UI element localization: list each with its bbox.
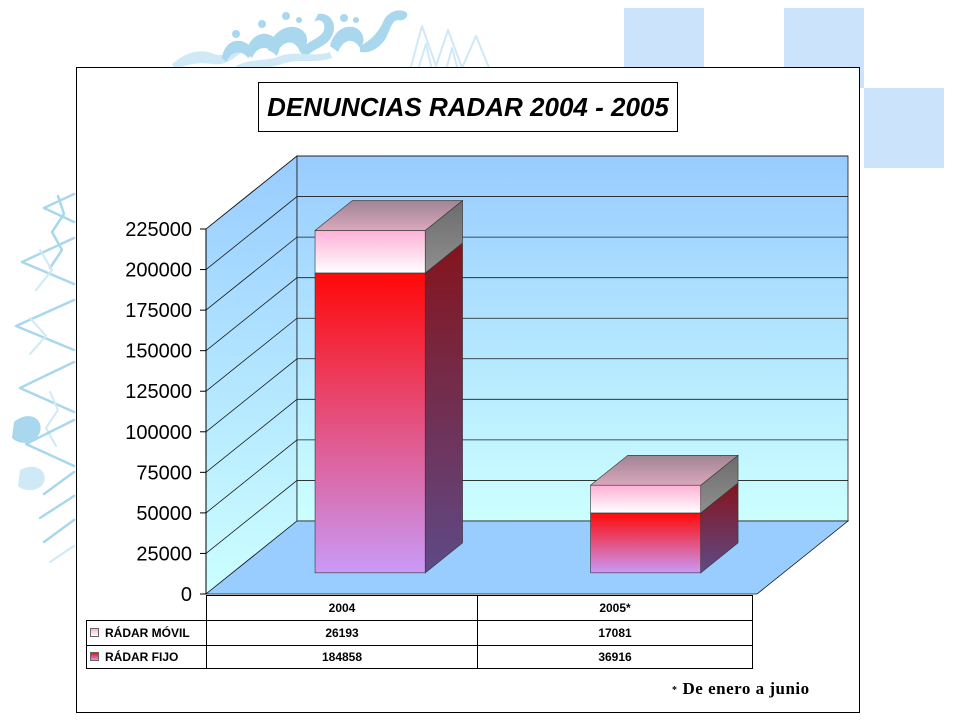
footnote: * De enero a junio xyxy=(672,679,810,699)
side-wall xyxy=(205,155,298,595)
bar-radar-fijo-2004-side xyxy=(424,242,463,574)
chart-title: DENUNCIAS RADAR 2004 - 2005 xyxy=(258,82,678,132)
bar-radar-fijo-2004 xyxy=(314,272,426,574)
gridline xyxy=(205,317,848,392)
series-name: RÁDAR FIJO xyxy=(105,650,179,664)
y-tick-label: 0 xyxy=(181,584,192,606)
gridline xyxy=(205,196,848,270)
data-table-row: RÁDAR FIJO 184858 36916 xyxy=(86,645,753,669)
left-ornament xyxy=(12,192,76,563)
y-tick-label: 200000 xyxy=(125,260,192,282)
gridline xyxy=(205,358,848,433)
legend-key-radar-fijo xyxy=(90,652,99,661)
bar-top-2004 xyxy=(314,200,464,231)
y-tick-label: 100000 xyxy=(125,422,192,444)
top-ornament xyxy=(172,10,408,72)
category-label: 2004 xyxy=(206,595,478,621)
gridline xyxy=(205,439,848,514)
y-tick-label: 50000 xyxy=(136,503,192,525)
legend-entry-radar-movil: RÁDAR MÓVIL xyxy=(86,620,207,646)
bar-top-2005 xyxy=(589,455,739,486)
legend-key-radar-movil xyxy=(90,628,99,637)
bar-radar-movil-2004 xyxy=(314,230,426,274)
y-tick-label: 125000 xyxy=(125,381,192,403)
gridline xyxy=(205,236,848,311)
data-label: 184858 xyxy=(206,645,478,669)
footnote-mark: * xyxy=(672,685,678,696)
y-tick-label: 75000 xyxy=(136,462,192,484)
data-table: 2004 2005* RÁDAR MÓVIL 26193 17081 RÁDAR… xyxy=(86,595,753,669)
data-table-row: RÁDAR MÓVIL 26193 17081 xyxy=(86,620,753,646)
gridline xyxy=(205,155,848,230)
footnote-text: De enero a junio xyxy=(682,679,810,698)
y-tick-label: 150000 xyxy=(125,341,192,363)
data-label: 36916 xyxy=(477,645,753,669)
bar-radar-movil-2005 xyxy=(590,484,702,514)
y-tick-label: 25000 xyxy=(136,543,192,565)
top-fan-ornament xyxy=(409,25,491,71)
data-label: 26193 xyxy=(206,620,478,646)
gridline xyxy=(205,398,848,473)
y-tick-label: 225000 xyxy=(125,219,192,241)
legend-entry-radar-fijo: RÁDAR FIJO xyxy=(86,645,207,669)
y-tick-label: 175000 xyxy=(125,300,192,322)
gridline xyxy=(205,277,848,351)
floor xyxy=(204,520,850,595)
bar-radar-fijo-2005 xyxy=(590,512,702,574)
category-label: 2005* xyxy=(477,595,753,621)
data-table-corner xyxy=(87,596,207,621)
series-name: RÁDAR MÓVIL xyxy=(105,626,190,640)
deco-square xyxy=(864,88,944,168)
data-table-header-row: 2004 2005* xyxy=(87,595,753,621)
data-label: 17081 xyxy=(477,620,753,646)
